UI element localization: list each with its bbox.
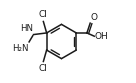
Text: OH: OH — [95, 32, 108, 41]
Text: Cl: Cl — [38, 10, 47, 19]
Text: H₂N: H₂N — [12, 44, 29, 53]
Text: O: O — [91, 13, 98, 22]
Text: HN: HN — [20, 24, 33, 33]
Text: Cl: Cl — [38, 64, 47, 73]
